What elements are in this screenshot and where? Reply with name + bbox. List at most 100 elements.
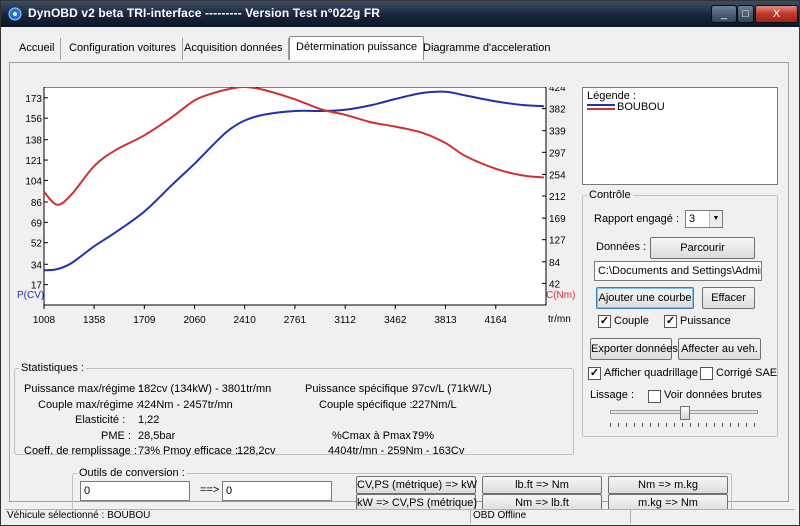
donnees-brutes-label: Voir données brutes <box>664 389 762 401</box>
left-tick-label: 156 <box>25 114 42 125</box>
right-tick-label: 84 <box>549 258 561 269</box>
pmoy-value: 128,2cv <box>237 445 276 457</box>
minimize-button[interactable]: _ <box>711 5 737 23</box>
status-vehicule: Véhicule sélectionné : BOUBOU <box>5 510 471 523</box>
left-axis-label: P(CV) <box>17 290 44 301</box>
x-tick-label: 4164 <box>485 315 508 326</box>
couple-specifique-label: Couple spécifique : <box>319 399 413 411</box>
lissage-label: Lissage : <box>590 389 635 401</box>
lbft-to-nm-button[interactable]: lb.ft => Nm <box>482 476 602 494</box>
lissage-slider[interactable] <box>610 406 758 432</box>
client-area: Accueil Configuration voitures Acquisiti… <box>5 28 795 523</box>
conversion-output[interactable]: 0 <box>222 481 332 501</box>
tab-acquisition-donnees[interactable]: Acquisition données <box>178 38 290 60</box>
tab-diagramme-acceleration[interactable]: Diagramme d'acceleration <box>423 42 551 54</box>
left-tick-label: 52 <box>31 239 43 250</box>
couple-checkbox-label: Couple <box>614 315 649 327</box>
ajouter-courbe-button[interactable]: Ajouter une courbe <box>596 287 694 309</box>
controle-group: Contrôle <box>582 189 778 437</box>
right-tick-label: 127 <box>549 236 566 247</box>
pme-value: 28,5bar <box>138 430 176 442</box>
right-tick-label: 212 <box>549 192 566 203</box>
conversion-input[interactable]: 0 <box>80 481 190 501</box>
conversion-arrow: ==> <box>200 484 220 496</box>
x-tick-label: 1709 <box>133 315 156 326</box>
left-tick-label: 173 <box>25 94 42 105</box>
x-tick-label: 3112 <box>334 315 356 326</box>
tab-accueil[interactable]: Accueil <box>13 38 62 60</box>
exporter-donnees-button[interactable]: Exporter données <box>590 338 678 360</box>
right-axis-label: C(Nm) <box>546 290 575 301</box>
affecter-vehicule-button[interactable]: Affecter au veh. <box>678 338 761 360</box>
couple-specifique-value: 227Nm/L <box>412 399 457 411</box>
donnees-brutes-checkbox[interactable] <box>648 390 661 403</box>
parcourir-button[interactable]: Parcourir <box>650 237 755 259</box>
couple-max-label: Couple max/régime : <box>38 399 140 411</box>
puissance-max-value: 182cv (134kW) - 3801tr/mn <box>138 383 272 395</box>
coeff-remplissage-value: 73% <box>138 445 161 457</box>
x-tick-label: 3462 <box>384 315 407 326</box>
x-tick-label: 1008 <box>33 315 56 326</box>
right-tick-label: 297 <box>549 148 566 159</box>
x-tick-label: 2761 <box>284 315 307 326</box>
sae-checkbox[interactable] <box>700 367 713 380</box>
torque-series-line <box>43 85 545 206</box>
pme-label: PME : <box>101 430 131 442</box>
status-bar: Véhicule sélectionné : BOUBOU OBD Offlin… <box>5 509 795 523</box>
right-tick-label: 42 <box>549 279 561 290</box>
slider-thumb[interactable] <box>680 406 690 420</box>
chart-svg: 17 34 52 69 86 104 121 138 156 173 42 84 127 169 212 2… <box>17 83 575 326</box>
legend-swatch <box>587 104 615 110</box>
statistics-group: Statistiques : <box>14 362 574 455</box>
right-tick-label: 339 <box>549 127 566 138</box>
status-empty <box>631 510 795 523</box>
left-tick-label: 104 <box>25 176 42 187</box>
rapport-value: 3 <box>689 213 696 225</box>
legend-title: Légende : <box>587 90 636 102</box>
slider-ticks <box>610 423 758 427</box>
left-tick-label: 86 <box>31 198 43 209</box>
chevron-down-icon: ▼ <box>709 211 722 227</box>
left-tick-label: 121 <box>25 156 42 167</box>
close-button[interactable]: X <box>755 5 798 23</box>
cmax-pmax-value: 79% <box>412 430 435 442</box>
maximize-button[interactable]: □ <box>737 5 754 23</box>
power-torque-chart: 17 34 52 69 86 104 121 138 156 173 42 84 127 169 212 2… <box>16 83 582 338</box>
tab-panel: 17 34 52 69 86 104 121 138 156 173 42 84 127 169 212 2… <box>9 62 789 519</box>
right-tick-label: 169 <box>549 214 566 225</box>
puissance-checkbox[interactable]: ✓ <box>664 315 677 328</box>
rapport-label: Rapport engagé : <box>594 213 680 225</box>
tab-configuration-voitures[interactable]: Configuration voitures <box>63 38 184 60</box>
coeff-remplissage-label: Coeff. de remplissage : <box>24 445 137 457</box>
nm-to-mkg-button[interactable]: Nm => m.kg <box>608 476 728 494</box>
x-tick-label: 3813 <box>434 315 457 326</box>
summary-value: 4404tr/mn - 259Nm - 163Cv <box>328 445 465 457</box>
cmax-pmax-label: %Cmax à Pmax : <box>332 430 417 442</box>
right-tick-label: 382 <box>549 105 566 116</box>
tab-determination-puissance[interactable]: Détermination puissance <box>289 36 425 60</box>
left-tick-label: 138 <box>25 136 42 147</box>
rapport-dropdown[interactable]: 3 ▼ <box>685 210 723 228</box>
effacer-button[interactable]: Effacer <box>702 287 755 309</box>
puissance-max-label: Puissance max/régime : <box>24 383 142 395</box>
couple-checkbox[interactable]: ✓ <box>598 315 611 328</box>
sae-checkbox-label: Corrigé SAE <box>716 367 778 379</box>
couple-max-value: 424Nm - 2457tr/mn <box>138 399 233 411</box>
puissance-checkbox-label: Puissance <box>680 315 731 327</box>
x-axis-unit: tr/mn <box>548 314 571 325</box>
elasticite-value: 1,22 <box>138 414 160 426</box>
title-bar[interactable]: DynOBD v2 beta TRI-interface --------- V… <box>1 1 799 27</box>
legend-label: BOUBOU <box>617 101 665 113</box>
file-path-field[interactable]: C:\Documents and Settings\Admir <box>594 261 762 281</box>
left-tick-label: 17 <box>31 281 43 292</box>
puissance-specifique-value: 97cv/L (71kW/L) <box>412 383 492 395</box>
puissance-specifique-label: Puissance spécifique : <box>305 383 415 395</box>
quadrillage-checkbox[interactable]: ✓ <box>588 367 601 380</box>
x-tick-label: 2060 <box>183 315 206 326</box>
donnees-label: Données : <box>596 241 647 253</box>
cv-to-kw-button[interactable]: CV,PS (métrique) => kW <box>356 476 477 494</box>
conversion-title: Outils de conversion : <box>79 467 185 479</box>
status-obd: OBD Offline <box>471 510 631 523</box>
left-tick-label: 34 <box>31 260 43 271</box>
